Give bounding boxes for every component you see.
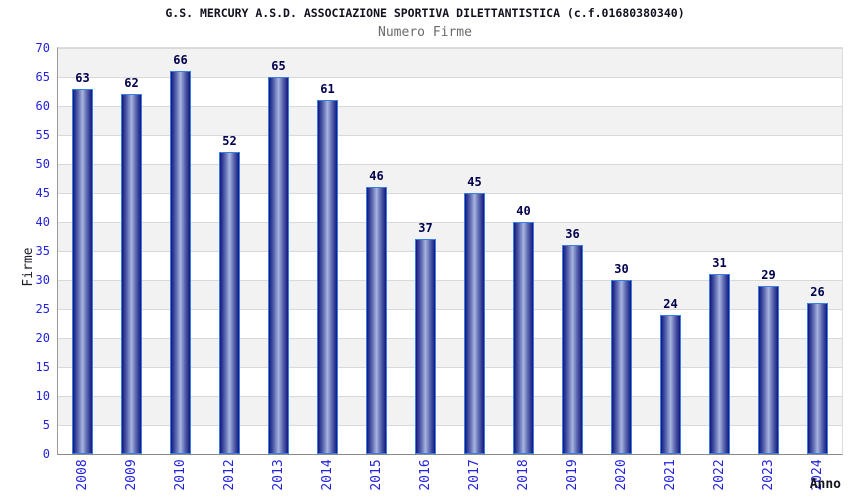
- bar-value-label: 66: [173, 53, 188, 68]
- bar-value-label: 40: [516, 204, 531, 218]
- bar-value-label: 36: [565, 227, 580, 242]
- x-tick-label: 2021: [662, 459, 678, 491]
- bar: [415, 239, 436, 454]
- x-axis-label: Anno: [809, 477, 841, 492]
- bar: [268, 77, 289, 454]
- bar-value-label: 63: [75, 70, 90, 85]
- bar: [562, 245, 583, 454]
- bar-value-label: 30: [614, 262, 629, 276]
- y-tick-label: 25: [35, 302, 50, 316]
- x-tick-label: 2017: [466, 459, 482, 491]
- bar: [513, 222, 534, 454]
- y-tick-label: 20: [35, 331, 50, 345]
- bar-value-label: 37: [418, 221, 433, 236]
- bar: [219, 152, 240, 454]
- bar-value-label: 46: [369, 169, 384, 184]
- bar-value-label: 52: [222, 134, 237, 149]
- y-tick-label: 15: [35, 360, 50, 374]
- bar-value-label: 45: [467, 175, 482, 189]
- bar: [317, 100, 338, 454]
- x-tick-label: 2015: [368, 459, 384, 491]
- bar: [366, 187, 387, 454]
- y-tick-label: 70: [35, 41, 50, 55]
- x-tick-label: 2014: [319, 459, 335, 491]
- y-tick-label: 35: [35, 244, 50, 258]
- y-tick-label: 60: [35, 99, 50, 113]
- bar-value-label: 24: [663, 296, 678, 311]
- plot-area: 63 62 66 52 65 61 46 37 45 40 36 30 24 31 29 26: [57, 47, 843, 455]
- x-tick-label: 2022: [711, 459, 727, 491]
- bar: [72, 88, 93, 454]
- y-tick-label: 65: [35, 70, 50, 84]
- chart-subtitle: Numero Firme: [378, 25, 472, 40]
- x-tick-label: 2008: [74, 459, 90, 491]
- y-tick-label: 55: [35, 128, 50, 142]
- x-tick-label: 2009: [123, 459, 139, 491]
- bar-value-label: 62: [124, 76, 139, 91]
- x-tick-label: 2016: [417, 459, 433, 491]
- x-tick-label: 2013: [270, 459, 286, 491]
- y-tick-label: 40: [35, 215, 50, 229]
- bar-value-label: 31: [712, 256, 727, 271]
- y-tick-label: 50: [35, 157, 50, 171]
- chart-title: G.S. MERCURY A.S.D. ASSOCIAZIONE SPORTIV…: [165, 6, 685, 20]
- x-tick-label: 2010: [172, 459, 188, 491]
- bar-value-label: 61: [320, 82, 335, 97]
- x-tick-label: 2019: [564, 459, 580, 491]
- x-tick-label: 2020: [613, 459, 629, 491]
- bar: [660, 314, 681, 454]
- bar: [121, 94, 142, 454]
- bar-value-label: 65: [271, 59, 286, 73]
- x-tick-label: 2012: [221, 459, 237, 491]
- bar-value-label: 29: [761, 267, 776, 282]
- x-tick-label: 2018: [515, 459, 531, 491]
- bar: [611, 280, 632, 454]
- y-tick-label: 0: [42, 447, 50, 461]
- bar: [170, 71, 191, 454]
- bar: [464, 193, 485, 454]
- y-tick-label: 10: [35, 389, 50, 403]
- y-tick-label: 45: [35, 186, 50, 200]
- bar: [709, 274, 730, 454]
- x-tick-label: 2023: [760, 459, 776, 491]
- bar: [807, 303, 828, 454]
- bar: [758, 285, 779, 454]
- y-tick-label: 5: [42, 418, 50, 432]
- bar-value-label: 26: [810, 285, 825, 300]
- y-tick-label: 30: [35, 273, 50, 287]
